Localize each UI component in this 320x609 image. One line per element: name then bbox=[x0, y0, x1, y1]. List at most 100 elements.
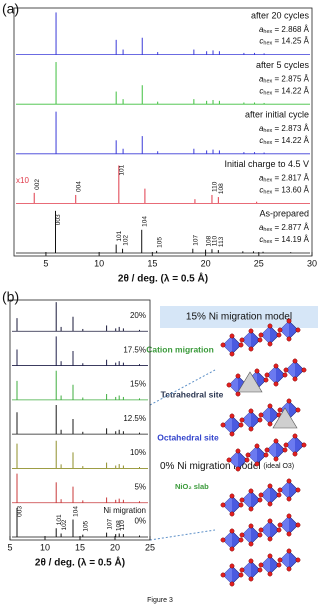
oxygen bbox=[267, 403, 273, 409]
oxygen bbox=[248, 488, 254, 494]
peak-label: 110 bbox=[212, 181, 219, 192]
lattice-subscript: hex bbox=[263, 190, 272, 196]
oxygen bbox=[257, 567, 263, 573]
oxygen bbox=[286, 318, 292, 324]
oxygen bbox=[248, 506, 254, 512]
lattice-subscript: hex bbox=[263, 240, 272, 246]
peak-label: 102 bbox=[61, 519, 68, 530]
model-title: 0% Ni migration model bbox=[160, 461, 261, 472]
lattice: ahex = 2.875 Å bbox=[259, 75, 310, 85]
oxygen bbox=[238, 537, 244, 543]
peak-label: 113 bbox=[218, 236, 225, 247]
oxygen bbox=[239, 497, 245, 503]
peak-label: 108 bbox=[205, 235, 212, 246]
oxygen bbox=[276, 492, 282, 498]
oxygen bbox=[220, 422, 226, 428]
peak-label: 002 bbox=[34, 179, 41, 190]
x-tick-label: 15 bbox=[75, 542, 85, 552]
oxygen bbox=[220, 342, 226, 348]
octahedron-face bbox=[261, 521, 270, 539]
lattice-symbol: c bbox=[259, 186, 263, 195]
oxygen bbox=[267, 501, 273, 507]
oxygen bbox=[238, 342, 244, 348]
oxygen bbox=[239, 417, 245, 423]
oxygen bbox=[292, 451, 298, 457]
oxygen bbox=[267, 483, 273, 489]
lattice-symbol: a bbox=[259, 124, 264, 133]
x-tick-label: 30 bbox=[307, 258, 317, 268]
oxygen bbox=[276, 332, 282, 338]
lattice-symbol: c bbox=[259, 86, 263, 95]
cation-label: Cation migration bbox=[146, 344, 214, 354]
oxygen bbox=[292, 358, 298, 364]
lattice-value: = 2.868 Å bbox=[272, 25, 309, 34]
slab-label: NiO₂ slab bbox=[175, 482, 209, 491]
lattice-symbol: a bbox=[259, 174, 264, 183]
oxygen bbox=[257, 417, 263, 423]
oxygen bbox=[277, 522, 283, 528]
series-name: 12.5% bbox=[123, 414, 146, 423]
oxygen bbox=[229, 546, 235, 552]
oxygen bbox=[267, 553, 273, 559]
octahedron-face bbox=[261, 406, 270, 424]
oxygen bbox=[248, 426, 254, 432]
oxygen bbox=[220, 572, 226, 578]
octahedron-face bbox=[286, 361, 295, 379]
oxygen bbox=[264, 447, 270, 453]
lattice-subscript: hex bbox=[263, 128, 272, 134]
octahedron-face bbox=[223, 566, 232, 584]
oxygen bbox=[235, 391, 241, 397]
oxygen bbox=[276, 527, 282, 533]
oxygen bbox=[258, 492, 264, 498]
connector bbox=[149, 369, 216, 406]
peak-label: 105 bbox=[83, 520, 90, 531]
oxygen bbox=[286, 513, 292, 519]
oxygen bbox=[239, 337, 245, 343]
oxygen bbox=[295, 487, 301, 493]
lattice: ahex = 2.873 Å bbox=[259, 124, 310, 134]
octahedron-face bbox=[223, 531, 232, 549]
oxygen bbox=[295, 407, 301, 413]
lattice-subscript: hex bbox=[263, 178, 272, 184]
lattice-value: = 2.875 Å bbox=[272, 75, 309, 84]
series-name: after 20 cycles bbox=[251, 10, 310, 20]
oxygen bbox=[267, 536, 273, 542]
series-name: As-prepared bbox=[259, 209, 309, 219]
oxygen bbox=[235, 373, 241, 379]
oxygen bbox=[248, 408, 254, 414]
oxygen bbox=[273, 456, 279, 462]
lattice-subscript: hex bbox=[263, 41, 272, 47]
oxygen bbox=[229, 431, 235, 437]
oxygen bbox=[244, 457, 250, 463]
tetrahedron bbox=[237, 371, 263, 393]
oxygen bbox=[248, 523, 254, 529]
octahedron-face bbox=[223, 496, 232, 514]
lattice-subscript: hex bbox=[263, 79, 272, 85]
x-tick-label: 20 bbox=[110, 542, 120, 552]
structure-model bbox=[220, 318, 307, 587]
lattice-symbol: a bbox=[259, 25, 264, 34]
oxygen bbox=[267, 323, 273, 329]
note: x10 bbox=[16, 176, 29, 185]
connector bbox=[149, 529, 216, 541]
oxygen bbox=[239, 532, 245, 538]
oxygen bbox=[295, 327, 301, 333]
x-tick-label: 5 bbox=[7, 542, 12, 552]
lattice: chex = 14.22 Å bbox=[259, 86, 309, 96]
lattice: chex = 13.60 Å bbox=[259, 186, 309, 196]
octahedron-face bbox=[261, 486, 270, 504]
oxygen bbox=[301, 367, 307, 373]
oxygen bbox=[235, 466, 241, 472]
lattice: chex = 14.22 Å bbox=[259, 136, 309, 146]
oxygen bbox=[229, 511, 235, 517]
series-name: 17.5% bbox=[123, 345, 146, 354]
oxygen bbox=[267, 571, 273, 577]
oxygen bbox=[267, 341, 273, 347]
octahedron-face bbox=[229, 451, 238, 469]
peak-label: 102 bbox=[122, 235, 129, 246]
oxygen bbox=[292, 376, 298, 382]
oxygen bbox=[254, 368, 260, 374]
series-name: 10% bbox=[130, 448, 146, 457]
lattice-value: = 13.60 Å bbox=[272, 186, 309, 195]
oxygen bbox=[238, 502, 244, 508]
